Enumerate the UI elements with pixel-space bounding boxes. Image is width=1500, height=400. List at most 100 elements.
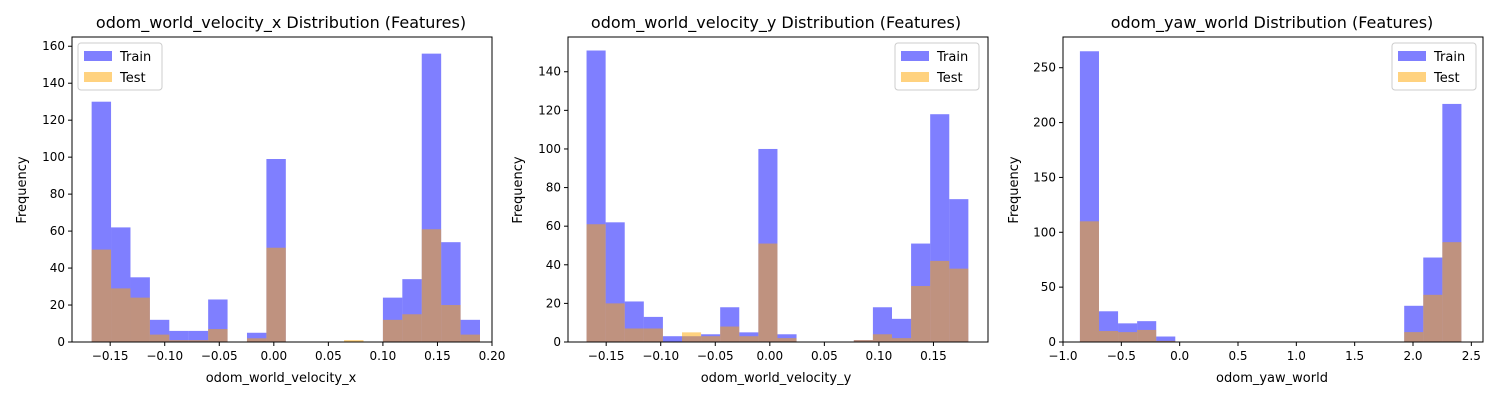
legend-swatch-test	[84, 72, 112, 82]
test-bar	[460, 334, 480, 342]
test-bar	[872, 334, 892, 342]
train-bar	[872, 307, 892, 342]
axis-ticks: −0.15 −0.10 −0.05 0.00 0.05 0.10 0.15 0 20 40 60 80…	[538, 65, 947, 363]
y-axis-label: Frequency	[15, 156, 30, 223]
x-tick-label: 0.0	[1170, 349, 1189, 363]
y-tick-label: 40	[546, 258, 561, 272]
x-tick-label: 2.0	[1403, 349, 1422, 363]
y-tick-label: 100	[42, 150, 65, 164]
legend-label-test: Test	[936, 71, 963, 86]
x-tick-label: −0.15	[588, 349, 625, 363]
y-axis-label: Frequency	[1007, 156, 1022, 223]
x-tick-label: 0.15	[424, 349, 451, 363]
y-tick-label: 60	[546, 219, 561, 233]
test-bar	[130, 297, 150, 342]
y-tick-label: 20	[50, 298, 65, 312]
train-bar	[169, 330, 189, 342]
x-tick-label: 0.00	[756, 349, 783, 363]
axis-ticks: −0.15 −0.10 −0.05 0.00 0.05 0.10 0.15 0.20 0 20 40…	[42, 39, 505, 363]
y-tick-label: 60	[50, 224, 65, 238]
x-tick-label: −0.10	[642, 349, 679, 363]
x-tick-label: 2.5	[1462, 349, 1481, 363]
test-bar	[1098, 331, 1119, 342]
test-bar	[1423, 294, 1443, 342]
test-bar	[758, 243, 778, 342]
x-tick-label: 0.15	[920, 349, 947, 363]
test-bar	[1079, 221, 1099, 342]
test-bar	[169, 340, 189, 342]
test-bar	[149, 334, 170, 342]
y-tick-label: 140	[42, 76, 65, 90]
test-bar	[892, 338, 912, 342]
legend-label-train: Train	[936, 50, 968, 65]
x-tick-label: 0.20	[479, 349, 506, 363]
test-bar	[605, 303, 625, 342]
axes-frame	[1062, 36, 1484, 343]
train-bar	[892, 318, 912, 342]
chart-title: odom_world_velocity_y Distribution (Feat…	[591, 13, 961, 33]
test-bar	[1137, 329, 1157, 342]
y-tick-label: 40	[50, 261, 65, 275]
test-bar	[246, 338, 267, 342]
subplot-velocity-x: odom_world_velocity_x Distribution (Feat…	[15, 13, 505, 386]
legend: Train Test	[1391, 42, 1477, 91]
test-bar	[402, 314, 422, 342]
y-tick-label: 80	[546, 181, 561, 195]
y-tick-label: 20	[546, 296, 561, 310]
y-tick-label: 80	[50, 187, 65, 201]
y-tick-label: 0	[553, 335, 561, 349]
y-tick-label: 50	[1041, 280, 1056, 294]
legend-swatch-test	[901, 72, 929, 82]
y-tick-label: 200	[1033, 116, 1056, 130]
axes-frame	[567, 36, 989, 343]
legend: Train Test	[77, 42, 163, 91]
test-bar	[624, 328, 644, 342]
test-bar	[1404, 332, 1424, 342]
train-bar	[662, 336, 682, 342]
y-tick-label: 100	[1033, 225, 1056, 239]
test-bar	[208, 329, 228, 342]
test-bar	[382, 319, 403, 342]
test-bar	[739, 336, 759, 342]
x-tick-label: 1.0	[1287, 349, 1306, 363]
test-bar	[421, 229, 442, 342]
test-bar	[949, 268, 969, 342]
x-tick-label: −0.05	[697, 349, 734, 363]
train-bar	[246, 332, 267, 342]
test-bar	[701, 336, 721, 342]
train-bar	[777, 334, 797, 342]
x-tick-label: −0.05	[201, 349, 238, 363]
y-tick-label: 0	[1048, 335, 1056, 349]
legend-swatch-train	[84, 51, 112, 61]
y-tick-label: 120	[42, 113, 65, 127]
test-bar	[720, 326, 740, 342]
axis-ticks: −1.0 −0.5 0.0 0.5 1.0 1.5 2.0 2.5 0 50 100 150 200 25…	[1033, 61, 1481, 363]
y-tick-label: 100	[538, 142, 561, 156]
x-tick-label: −0.5	[1107, 349, 1136, 363]
x-tick-label: −1.0	[1048, 349, 1077, 363]
test-bar	[441, 305, 461, 342]
legend-label-train: Train	[119, 50, 151, 65]
y-tick-label: 0	[57, 335, 65, 349]
y-tick-label: 250	[1033, 61, 1056, 75]
x-axis-label: odom_yaw_world	[1216, 371, 1328, 386]
train-bar	[188, 330, 209, 342]
y-tick-label: 120	[538, 103, 561, 117]
x-axis-label: odom_world_velocity_x	[206, 371, 357, 386]
y-axis-label: Frequency	[511, 156, 526, 223]
x-tick-label: 0.05	[811, 349, 838, 363]
legend-label-test: Test	[1433, 71, 1460, 86]
x-tick-label: 0.10	[866, 349, 893, 363]
legend-swatch-train	[1398, 51, 1426, 61]
x-tick-label: 0.5	[1228, 349, 1247, 363]
test-bar	[643, 328, 663, 342]
test-bar	[344, 340, 364, 342]
test-bar	[586, 224, 606, 342]
subplot-velocity-y: odom_world_velocity_y Distribution (Feat…	[511, 13, 989, 386]
y-tick-label: 140	[538, 65, 561, 79]
test-bar	[91, 249, 112, 342]
chart-title: odom_yaw_world Distribution (Features)	[1111, 13, 1434, 33]
x-tick-label: 0.00	[260, 349, 287, 363]
x-tick-label: −0.10	[146, 349, 183, 363]
